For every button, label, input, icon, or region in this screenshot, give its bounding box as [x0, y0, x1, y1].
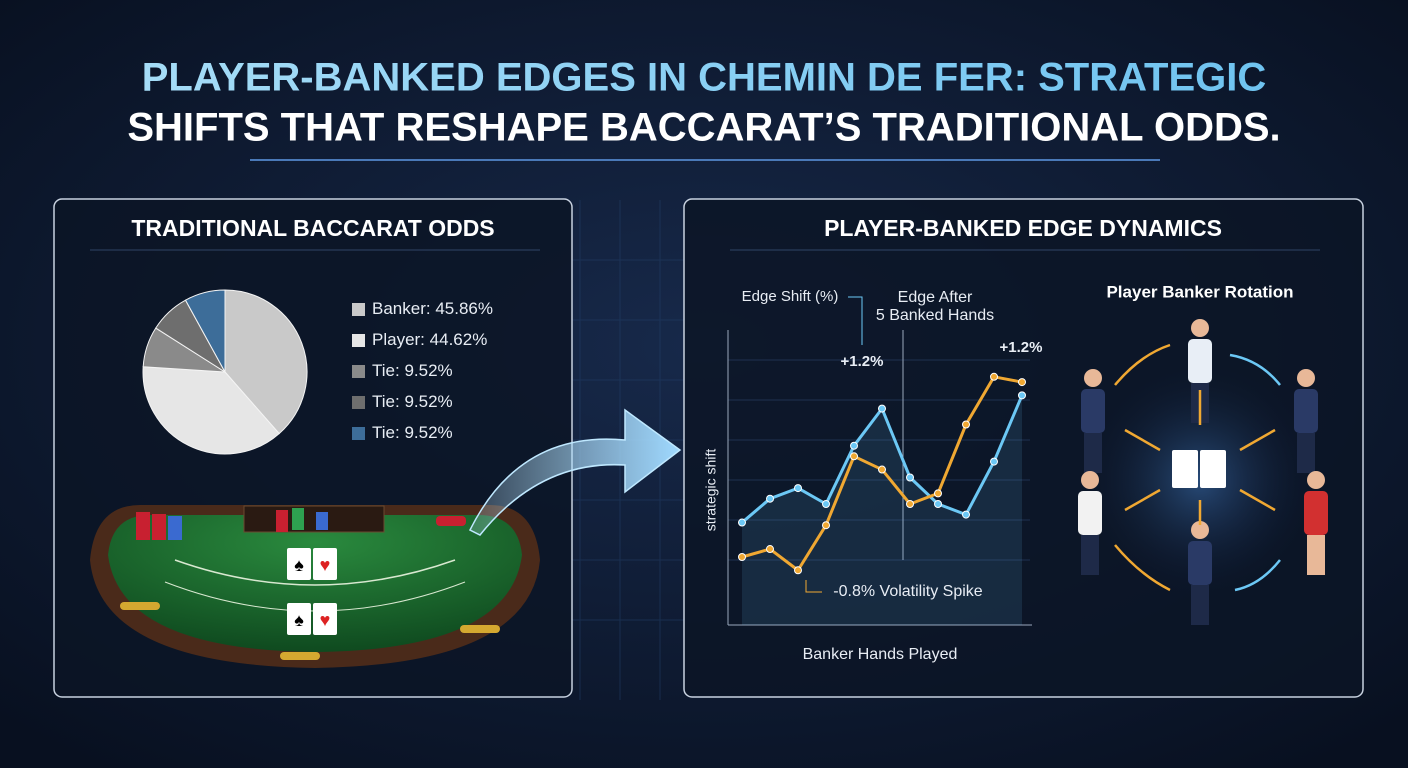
person-head	[1191, 319, 1209, 337]
legend-category: Tie:	[372, 392, 400, 411]
point	[934, 489, 942, 498]
point	[738, 518, 746, 527]
rotation-arrow	[1229, 353, 1281, 386]
title: SHIFTS THAT RESHAPE BACCARAT’S TRADITION…	[127, 106, 1280, 150]
x-axis-label: Banker Hands Played	[803, 646, 958, 663]
card	[1200, 450, 1226, 488]
legend-category: Tie:	[372, 361, 400, 380]
person-head	[1297, 369, 1315, 387]
annotation-leader	[848, 296, 863, 345]
point	[738, 553, 746, 561]
legend-label: Tie: 9.52%	[372, 361, 453, 380]
svg-text:♠: ♠	[294, 610, 304, 630]
annotation: -0.8% Volatility Spike	[833, 583, 983, 600]
legend-swatch	[352, 334, 365, 347]
legend-label: Tie: 9.52%	[372, 392, 453, 411]
rotation-arrow	[1239, 488, 1276, 512]
line-area	[742, 395, 1022, 625]
point	[766, 545, 774, 554]
rotation-diagram	[1078, 319, 1328, 625]
annotation: +1.2%	[1000, 339, 1043, 356]
panel-title: PLAYER-BANKED EDGE DYNAMICS	[824, 215, 1222, 241]
point	[878, 465, 886, 474]
point	[850, 452, 858, 461]
legend-value: 45.86%	[435, 299, 493, 318]
svg-text:♥: ♥	[320, 555, 331, 575]
annotation: 5 Banked Hands	[876, 307, 994, 324]
legend-category: Player:	[372, 330, 425, 349]
legend-swatch	[352, 365, 365, 378]
point	[878, 404, 886, 413]
person-head	[1084, 369, 1102, 387]
legend-swatch	[352, 303, 365, 316]
legend-label: Tie: 9.52%	[372, 423, 453, 442]
pie-slice	[184, 289, 226, 373]
person-head	[1307, 471, 1325, 489]
person-body	[1078, 491, 1102, 535]
point	[766, 494, 774, 503]
y-axis-label: strategic shift	[703, 449, 719, 532]
person-legs	[1307, 535, 1325, 575]
person-body	[1081, 389, 1105, 433]
rotation-arrow	[1114, 343, 1171, 386]
annotation: +1.2%	[841, 353, 884, 370]
person-body	[1294, 389, 1318, 433]
rotation-arrow	[1239, 428, 1276, 452]
point	[794, 484, 802, 493]
card	[1172, 450, 1198, 488]
legend-label: Banker: 45.86%	[372, 299, 493, 318]
point	[794, 566, 802, 575]
point	[962, 510, 970, 519]
point	[906, 500, 914, 508]
person-body	[1304, 491, 1328, 535]
person-legs	[1297, 433, 1315, 473]
point	[822, 521, 830, 530]
point	[1018, 391, 1026, 400]
pie-slice	[224, 289, 308, 435]
person-legs	[1084, 433, 1102, 473]
baccarat-table: ♠ ♥ ♠ ♥	[90, 505, 540, 668]
legend-value: 9.52%	[404, 392, 452, 411]
legend-category: Tie:	[372, 423, 400, 442]
flow-arrow	[468, 408, 682, 536]
rotation-arrow	[1124, 428, 1161, 452]
point	[1018, 378, 1026, 387]
legend-swatch	[352, 427, 365, 440]
person-legs	[1191, 585, 1209, 625]
point	[962, 420, 970, 429]
person-head	[1191, 521, 1209, 539]
legend-value: 44.62%	[430, 330, 488, 349]
pie-slice	[142, 366, 280, 455]
person-legs	[1081, 535, 1099, 575]
legend-label: Player: 44.62%	[372, 330, 487, 349]
annotation-leader	[805, 580, 822, 593]
legend-category: Banker:	[372, 299, 431, 318]
title: PLAYER-BANKED EDGES IN CHEMIN DE FER: ST…	[142, 56, 1267, 100]
point	[850, 441, 858, 450]
person-body	[1188, 541, 1212, 585]
annotation: Edge Shift (%)	[742, 288, 839, 305]
panel-title: TRADITIONAL BACCARAT ODDS	[131, 215, 494, 241]
point	[822, 500, 830, 508]
point	[990, 372, 998, 381]
annotation: Edge After	[898, 289, 973, 306]
svg-text:♠: ♠	[294, 555, 304, 575]
rotation-arrow	[1234, 559, 1281, 592]
legend-value: 9.52%	[404, 423, 452, 442]
rotation-arrow	[1124, 488, 1161, 512]
svg-text:♥: ♥	[320, 610, 331, 630]
person-body	[1188, 339, 1212, 383]
point	[990, 457, 998, 466]
person-head	[1081, 471, 1099, 489]
legend-value: 9.52%	[404, 361, 452, 380]
legend-swatch	[352, 396, 365, 409]
rotation-arrow	[1114, 544, 1171, 592]
point	[934, 500, 942, 508]
rotation-title: Player Banker Rotation	[1106, 282, 1293, 301]
point	[906, 473, 914, 482]
